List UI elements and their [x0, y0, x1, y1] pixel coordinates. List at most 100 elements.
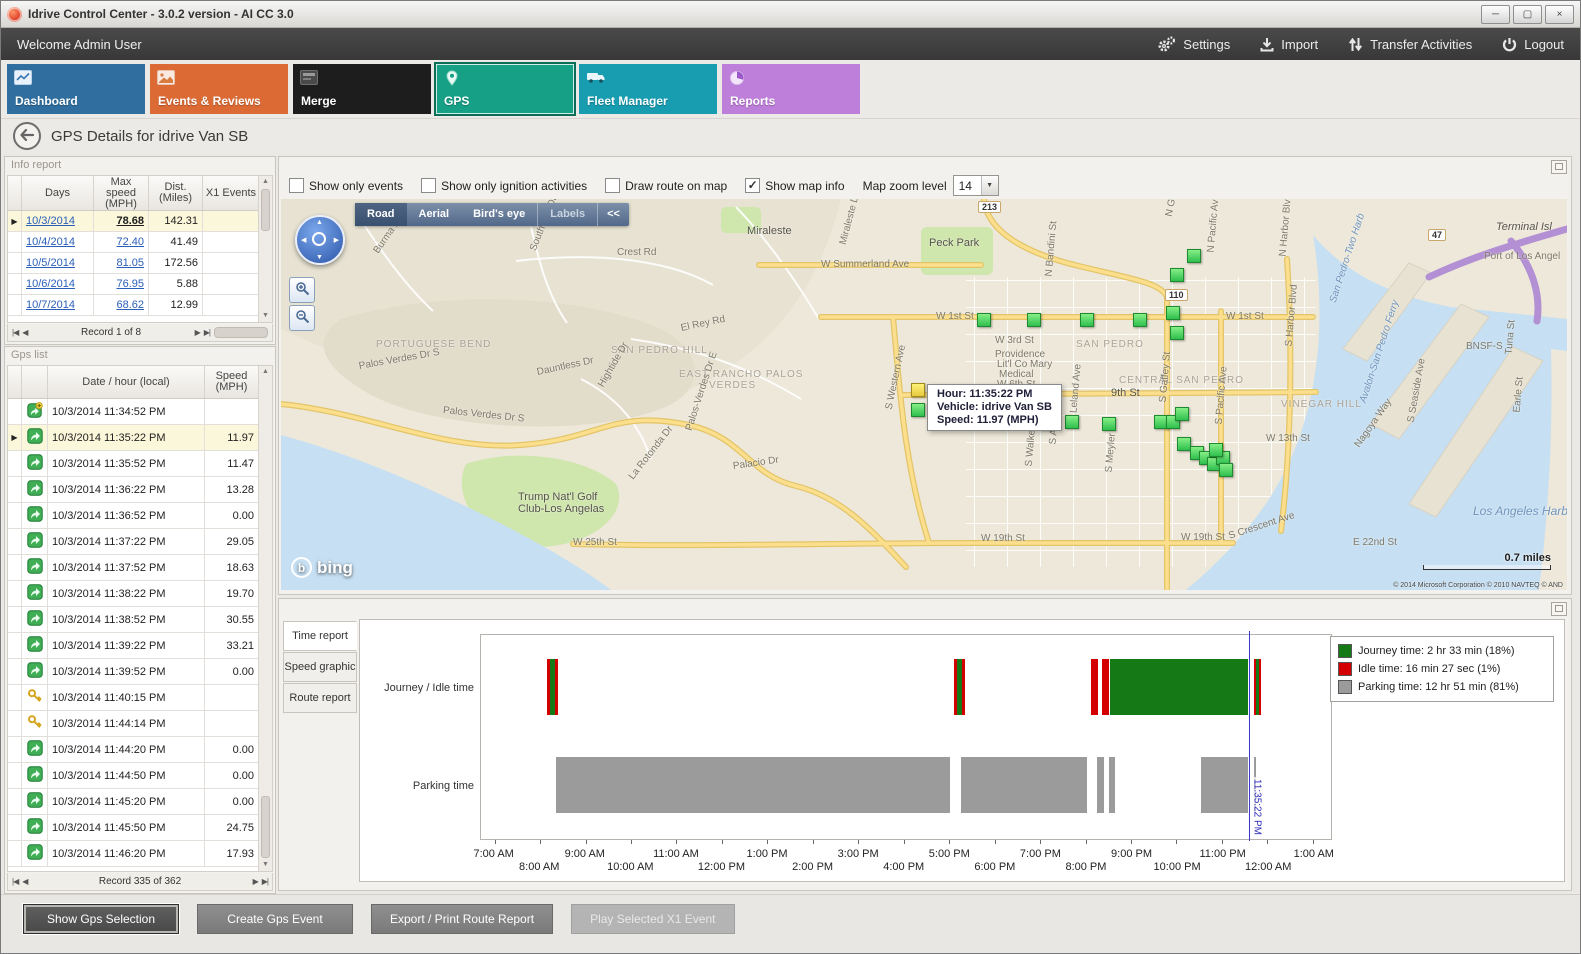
datetime-cell[interactable]: 10/3/2014 11:44:50 PM: [48, 763, 205, 788]
max-speed-link[interactable]: 81.05: [116, 257, 144, 269]
table-row[interactable]: 10/3/2014 11:44:20 PM 0.00: [8, 737, 272, 763]
tab-dashboard[interactable]: Dashboard: [7, 64, 145, 114]
datetime-cell[interactable]: 10/3/2014 11:45:50 PM: [48, 815, 205, 840]
table-row[interactable]: 10/3/2014 11:38:52 PM 30.55: [8, 607, 272, 633]
checkbox-box[interactable]: [289, 178, 304, 193]
table-row[interactable]: ▶ 10/3/2014 11:35:22 PM 11.97: [8, 425, 272, 451]
chart-cursor-line[interactable]: [1248, 631, 1250, 841]
pan-up-icon[interactable]: ▲: [316, 219, 323, 226]
column-header-dist[interactable]: Dist. (Miles): [149, 176, 203, 210]
map-marker[interactable]: [1187, 249, 1201, 263]
map-marker[interactable]: [1166, 306, 1180, 320]
scroll-up-icon[interactable]: ▲: [262, 368, 269, 375]
action-import[interactable]: Import: [1260, 37, 1318, 52]
checkbox-show-only-ignition-activities[interactable]: Show only ignition activities: [421, 178, 587, 193]
datetime-cell[interactable]: 10/3/2014 11:40:15 PM: [48, 685, 205, 710]
day-cell[interactable]: 10/6/2014: [22, 274, 94, 294]
pager-first-button[interactable]: |◀: [12, 328, 19, 337]
checkbox-box[interactable]: ✓: [745, 178, 761, 193]
column-header-datetime[interactable]: Date / hour (local): [48, 366, 205, 398]
map-panel-collapse-icon[interactable]: [1551, 160, 1567, 174]
table-row[interactable]: 10/4/2014 72.40 41.49: [8, 232, 272, 253]
table-row[interactable]: 10/3/2014 11:37:52 PM 18.63: [8, 555, 272, 581]
pager-prev-button[interactable]: ◀: [22, 328, 28, 337]
table-row[interactable]: 10/7/2014 68.62 12.99: [8, 295, 272, 316]
tab-time-report[interactable]: Time report: [283, 621, 357, 651]
tab-speed-graphic[interactable]: Speed graphic: [283, 652, 357, 682]
maximize-button[interactable]: ▢: [1513, 4, 1542, 24]
map-marker[interactable]: [1065, 415, 1079, 429]
pager-prev-button[interactable]: ◀: [22, 877, 28, 886]
table-row[interactable]: ▶ 10/3/2014 78.68 142.31: [8, 211, 272, 232]
map-marker[interactable]: [1027, 313, 1041, 327]
action-transfer-activities[interactable]: Transfer Activities: [1348, 37, 1472, 52]
tab-reports[interactable]: Reports: [722, 64, 860, 114]
table-row[interactable]: 10/3/2014 11:44:50 PM 0.00: [8, 763, 272, 789]
datetime-cell[interactable]: 10/3/2014 11:37:52 PM: [48, 555, 205, 580]
map-marker[interactable]: [1209, 443, 1223, 457]
datetime-cell[interactable]: 10/3/2014 11:35:52 PM: [48, 451, 205, 476]
datetime-cell[interactable]: 10/3/2014 11:46:20 PM: [48, 841, 205, 866]
pager-last-button[interactable]: ▶|: [203, 328, 211, 337]
action-logout[interactable]: Logout: [1502, 37, 1564, 52]
table-row[interactable]: 10/3/2014 11:44:14 PM: [8, 711, 272, 737]
day-link[interactable]: 10/4/2014: [26, 236, 75, 248]
table-row[interactable]: 10/3/2014 11:39:52 PM 0.00: [8, 659, 272, 685]
datetime-cell[interactable]: 10/3/2014 11:39:52 PM: [48, 659, 205, 684]
tab-fleet-manager[interactable]: Fleet Manager: [579, 64, 717, 114]
column-header-max-speed[interactable]: Max speed (MPH): [94, 176, 149, 210]
scroll-down-icon[interactable]: ▼: [262, 312, 269, 319]
map-tabs-collapse-button[interactable]: <<: [597, 203, 629, 226]
max-speed-link[interactable]: 72.40: [116, 236, 144, 248]
max-speed-cell[interactable]: 68.62: [94, 295, 149, 315]
datetime-cell[interactable]: 10/3/2014 11:44:20 PM: [48, 737, 205, 762]
map-marker[interactable]: [1170, 268, 1184, 282]
info-report-vertical-scrollbar[interactable]: ▲ ▼: [258, 176, 272, 322]
max-speed-link[interactable]: 78.68: [116, 215, 144, 227]
day-cell[interactable]: 10/5/2014: [22, 253, 94, 273]
table-row[interactable]: 10/3/2014 11:34:52 PM: [8, 399, 272, 425]
table-row[interactable]: 10/3/2014 11:40:15 PM: [8, 685, 272, 711]
table-row[interactable]: 10/3/2014 11:46:20 PM 17.93: [8, 841, 272, 867]
tab-events-reviews[interactable]: Events & Reviews: [150, 64, 288, 114]
map-tab-bird-s-eye[interactable]: Bird's eye: [473, 208, 526, 220]
day-cell[interactable]: 10/3/2014: [22, 211, 94, 231]
tab-merge[interactable]: Merge: [293, 64, 431, 114]
map-zoom-out-button[interactable]: [289, 305, 315, 331]
back-button[interactable]: [13, 122, 41, 150]
max-speed-cell[interactable]: 76.95: [94, 274, 149, 294]
table-row[interactable]: 10/3/2014 11:38:22 PM 19.70: [8, 581, 272, 607]
map-zoom-in-button[interactable]: [289, 277, 315, 303]
max-speed-link[interactable]: 76.95: [116, 278, 144, 290]
checkbox-box[interactable]: [605, 178, 621, 193]
pager-next-button[interactable]: ▶: [252, 877, 259, 886]
map-tab-labels[interactable]: Labels: [537, 203, 597, 226]
close-button[interactable]: ×: [1545, 4, 1574, 24]
pan-left-icon[interactable]: ◀: [301, 237, 307, 244]
table-row[interactable]: 10/5/2014 81.05 172.56: [8, 253, 272, 274]
datetime-cell[interactable]: 10/3/2014 11:45:20 PM: [48, 789, 205, 814]
tab-gps[interactable]: GPS: [434, 62, 576, 116]
map-marker[interactable]: [911, 403, 925, 417]
pan-right-icon[interactable]: ▶: [333, 237, 339, 244]
scrollbar-thumb[interactable]: [261, 796, 270, 858]
datetime-cell[interactable]: 10/3/2014 11:36:22 PM: [48, 477, 205, 502]
column-header-days[interactable]: Days: [22, 176, 94, 210]
map-marker[interactable]: [1133, 313, 1147, 327]
datetime-cell[interactable]: 10/3/2014 11:37:22 PM: [48, 529, 205, 554]
pan-down-icon[interactable]: ▼: [316, 254, 323, 261]
checkbox-draw-route-on-map[interactable]: Draw route on map: [605, 178, 727, 193]
datetime-cell[interactable]: 10/3/2014 11:36:52 PM: [48, 503, 205, 528]
scroll-down-icon[interactable]: ▼: [262, 861, 269, 868]
chart-panel-collapse-icon[interactable]: [1551, 602, 1567, 616]
create-gps-event-button[interactable]: Create Gps Event: [197, 904, 353, 934]
column-header-speed[interactable]: Speed (MPH): [215, 370, 248, 393]
scroll-up-icon[interactable]: ▲: [262, 178, 269, 185]
checkbox-box[interactable]: [421, 178, 437, 193]
minimize-button[interactable]: ─: [1481, 4, 1510, 24]
max-speed-cell[interactable]: 72.40: [94, 232, 149, 252]
table-row[interactable]: 10/3/2014 11:35:52 PM 11.47: [8, 451, 272, 477]
pager-horizontal-scrollbar[interactable]: [214, 327, 268, 338]
day-cell[interactable]: 10/4/2014: [22, 232, 94, 252]
datetime-cell[interactable]: 10/3/2014 11:34:52 PM: [48, 399, 205, 424]
